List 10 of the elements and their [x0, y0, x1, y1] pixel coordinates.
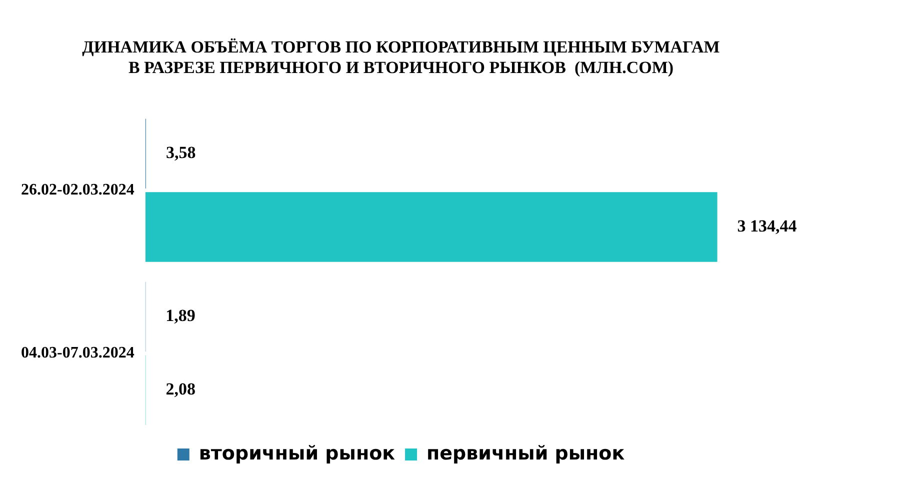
chart-title: ДИНАМИКА ОБЪЁМА ТОРГОВ ПО КОРПОРАТИВНЫМ ЦЕННЫМ БУМАГАМ В РАЗРЕЗЕ ПЕРВИЧНОГО И ВТОРИЧНОГО РЫНКОВ (МЛН.СОМ): [82, 38, 720, 77]
data-label: 1,89: [166, 306, 196, 326]
y-tick-label: 26.02-02.03.2024: [21, 181, 134, 198]
y-tick-label: 04.03-07.03.2024: [21, 344, 134, 362]
bar: [145, 192, 718, 262]
legend-label: вторичный рынок: [198, 442, 396, 464]
legend-label: первичный рынок: [426, 442, 625, 464]
data-label: 2,08: [166, 380, 196, 399]
data-label: 3 134,44: [737, 216, 798, 236]
data-label: 3,58: [166, 143, 196, 162]
